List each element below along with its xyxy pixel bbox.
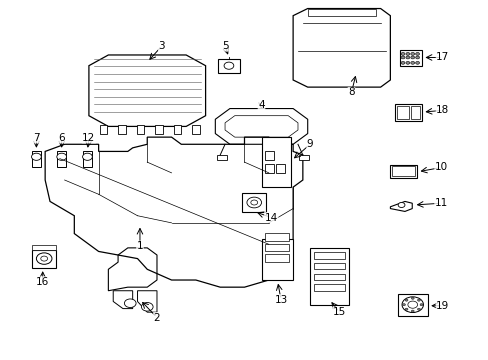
Circle shape — [401, 297, 423, 312]
Text: 16: 16 — [36, 277, 49, 287]
Circle shape — [404, 299, 407, 301]
Circle shape — [397, 203, 404, 207]
Bar — [192, 125, 200, 134]
Bar — [313, 274, 344, 280]
Circle shape — [82, 153, 92, 160]
Circle shape — [419, 303, 422, 306]
Bar — [118, 125, 125, 134]
Text: 4: 4 — [258, 100, 264, 110]
Text: 9: 9 — [306, 139, 313, 149]
Circle shape — [410, 297, 413, 299]
Bar — [264, 164, 273, 173]
Bar — [313, 263, 344, 269]
Bar — [217, 59, 239, 73]
Bar — [173, 125, 181, 134]
Circle shape — [224, 62, 233, 69]
Text: 5: 5 — [221, 41, 228, 51]
Circle shape — [124, 299, 136, 307]
Bar — [57, 152, 66, 167]
Bar — [391, 166, 414, 176]
Text: 6: 6 — [58, 133, 65, 143]
Text: 18: 18 — [435, 105, 448, 115]
Circle shape — [415, 62, 419, 64]
Circle shape — [410, 53, 414, 55]
Bar — [264, 254, 288, 262]
Bar — [309, 248, 348, 305]
Bar — [242, 193, 266, 212]
Bar — [217, 155, 226, 160]
Circle shape — [400, 53, 404, 55]
Bar — [155, 125, 163, 134]
Bar — [136, 125, 144, 134]
Bar — [264, 152, 273, 160]
Circle shape — [246, 197, 261, 208]
Circle shape — [36, 253, 52, 264]
Bar — [399, 50, 421, 66]
Circle shape — [407, 301, 417, 308]
Text: 1: 1 — [136, 241, 143, 251]
Bar — [410, 106, 419, 119]
Text: 14: 14 — [264, 212, 277, 222]
Circle shape — [405, 62, 409, 64]
Bar — [83, 152, 92, 167]
Bar — [261, 137, 290, 187]
Text: 7: 7 — [33, 133, 40, 143]
Bar — [32, 249, 56, 267]
Bar — [32, 246, 56, 249]
Text: 15: 15 — [332, 307, 345, 317]
Circle shape — [31, 153, 41, 160]
Bar — [100, 125, 107, 134]
Bar — [389, 165, 416, 178]
Bar — [394, 104, 421, 121]
Text: 12: 12 — [82, 133, 95, 143]
Circle shape — [57, 153, 66, 160]
Circle shape — [417, 308, 420, 310]
Circle shape — [400, 62, 404, 64]
Circle shape — [402, 303, 405, 306]
Text: 17: 17 — [435, 53, 448, 63]
Circle shape — [410, 56, 414, 59]
Bar — [313, 284, 344, 291]
Circle shape — [415, 56, 419, 59]
Bar — [264, 233, 288, 241]
Text: 3: 3 — [158, 41, 165, 51]
Bar — [298, 155, 308, 160]
Text: 13: 13 — [274, 295, 287, 305]
Circle shape — [250, 200, 257, 205]
Text: 2: 2 — [153, 312, 160, 323]
Circle shape — [410, 310, 413, 312]
Circle shape — [404, 308, 407, 310]
Text: 8: 8 — [347, 87, 354, 98]
Bar — [313, 252, 344, 258]
Bar — [32, 152, 41, 167]
Bar — [276, 164, 285, 173]
Circle shape — [410, 62, 414, 64]
Text: 19: 19 — [435, 301, 448, 311]
Circle shape — [405, 53, 409, 55]
Bar — [396, 106, 408, 119]
Circle shape — [41, 256, 47, 261]
Circle shape — [405, 56, 409, 59]
Circle shape — [400, 56, 404, 59]
Bar — [264, 244, 288, 251]
Bar — [261, 239, 292, 280]
Circle shape — [415, 53, 419, 55]
Text: 10: 10 — [434, 162, 447, 172]
Circle shape — [417, 299, 420, 301]
Text: 11: 11 — [434, 198, 447, 208]
Bar — [397, 294, 427, 316]
Circle shape — [141, 302, 153, 311]
